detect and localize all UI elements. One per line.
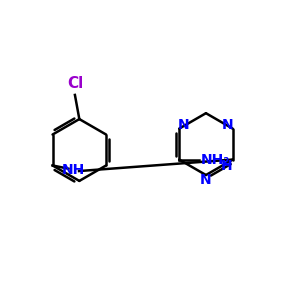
Text: N: N [222,118,233,132]
Text: N: N [200,173,212,187]
Text: Cl: Cl [67,76,83,91]
Text: NH: NH [62,163,85,177]
Text: NH₂: NH₂ [201,153,230,166]
Text: N: N [178,118,189,132]
Text: H: H [220,159,232,173]
